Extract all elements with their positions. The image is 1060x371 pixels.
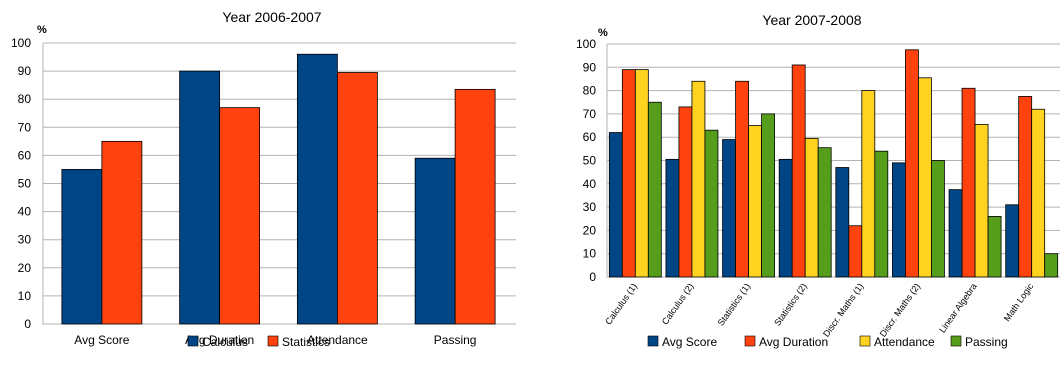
category-label: Statistics (2)	[772, 281, 809, 327]
y-tick-label: 60	[18, 148, 32, 162]
category-label: Discr. Maths (1)	[821, 281, 865, 338]
bar	[678, 106, 693, 278]
bar	[761, 113, 775, 278]
legend-swatch	[647, 335, 659, 347]
legend-label: Avg Duration	[759, 335, 828, 349]
bar	[634, 69, 649, 278]
y-tick-label: 20	[583, 223, 597, 237]
y-tick-label: 50	[18, 177, 32, 191]
category-label: Calculus (2)	[660, 281, 696, 326]
bar	[722, 139, 736, 278]
y-tick-label: 100	[11, 36, 31, 50]
y-tick-label: 80	[18, 92, 32, 106]
bar	[974, 123, 989, 278]
bar	[987, 216, 1002, 278]
y-tick-label: 30	[18, 233, 32, 247]
bar	[1031, 108, 1046, 278]
bar	[61, 169, 103, 325]
bar	[454, 88, 496, 325]
bar	[804, 137, 819, 278]
bar	[608, 132, 623, 278]
category-label: Math Logic	[1002, 281, 1036, 323]
category-label: Statistics (1)	[716, 281, 753, 327]
legend-label: Attendance	[874, 335, 935, 349]
category-label: Discr. Maths (2)	[878, 281, 922, 338]
bar	[791, 64, 806, 278]
y-unit-label: %	[598, 27, 608, 39]
bar	[704, 129, 719, 278]
bar	[848, 225, 863, 278]
bar	[336, 72, 378, 325]
y-tick-label: 20	[18, 261, 32, 275]
bar	[748, 125, 762, 278]
bar	[918, 77, 932, 278]
category-label: Linear Algebra	[937, 281, 978, 334]
y-tick-label: 40	[583, 177, 597, 191]
chart-title: Year 2006-2007	[222, 9, 321, 25]
legend-swatch	[187, 335, 199, 347]
bar	[219, 107, 261, 325]
y-tick-label: 90	[18, 64, 32, 78]
y-tick-label: 50	[583, 154, 597, 168]
bar	[665, 158, 680, 278]
chart-title: Year 2007-2008	[762, 12, 861, 28]
y-tick-label: 100	[576, 37, 596, 51]
bar	[835, 167, 850, 278]
chart-2006-2007: Year 2006-2007 % 0 10 20 30 40 50 60 70 80 90 100 A…	[11, 9, 516, 349]
legend-label: Avg Score	[662, 335, 717, 349]
y-tick-label: 0	[24, 317, 31, 331]
chart-2007-2008: Year 2007-2008 % 0 10 20 30 40 50 60 70 80 90 100 C…	[576, 12, 1060, 349]
category-label: Passing	[434, 333, 477, 347]
bar	[179, 70, 221, 325]
category-label: Avg Score	[74, 333, 129, 347]
bar	[1005, 204, 1020, 278]
y-tick-label: 10	[18, 289, 32, 303]
bar	[778, 158, 793, 278]
y-tick-label: 10	[583, 247, 597, 261]
y-tick-label: 70	[583, 107, 597, 121]
bar	[931, 160, 945, 278]
legend-swatch	[267, 335, 279, 347]
y-tick-label: 80	[583, 84, 597, 98]
legend-label: Statistics	[282, 335, 330, 349]
bar	[948, 189, 963, 278]
y-tick-label: 0	[589, 270, 596, 284]
bar	[861, 90, 876, 278]
legend-label: Calculus	[202, 335, 248, 349]
bar	[874, 150, 889, 278]
bar	[961, 87, 976, 278]
bar	[735, 80, 749, 278]
category-label: Calculus (1)	[603, 281, 639, 326]
bar	[621, 69, 636, 278]
category-label: Attendance	[307, 333, 368, 347]
y-tick-label: 40	[18, 205, 32, 219]
legend-swatch	[744, 335, 756, 347]
category-label: Avg Duration	[185, 333, 254, 347]
bar	[905, 49, 919, 278]
bar	[296, 53, 338, 325]
legend-swatch	[859, 335, 871, 347]
y-unit-label: %	[37, 24, 47, 36]
legend-label: Passing	[965, 335, 1008, 349]
y-tick-label: 90	[583, 60, 597, 74]
bar	[817, 147, 832, 278]
y-tick-label: 30	[583, 200, 597, 214]
y-tick-label: 60	[583, 130, 597, 144]
bar	[414, 157, 456, 325]
bar	[647, 101, 662, 278]
bar	[691, 80, 706, 278]
bar	[101, 140, 143, 325]
bar	[892, 162, 906, 278]
legend-swatch	[950, 335, 962, 347]
bar	[1044, 253, 1059, 278]
bar	[1018, 96, 1033, 278]
y-tick-label: 70	[18, 120, 32, 134]
